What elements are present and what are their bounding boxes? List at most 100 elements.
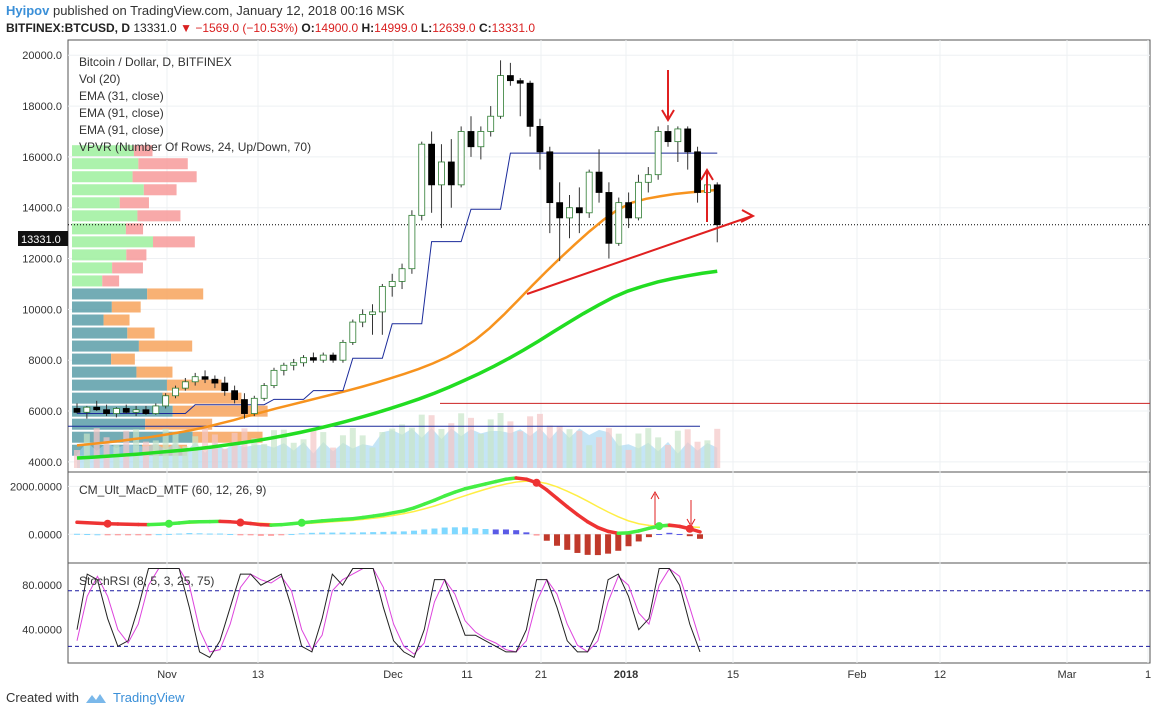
candle-body [260, 385, 268, 399]
x-tick-label: 1 [1145, 669, 1151, 681]
candlesticks [73, 60, 721, 419]
macd-histogram-bar [308, 532, 315, 535]
down-arrow-head-icon [661, 109, 675, 122]
volume-bar [507, 421, 514, 468]
macd-legend: CM_Ult_MacD_MTF (60, 12, 26, 9) [79, 483, 266, 497]
vpvr-row-up [72, 184, 144, 196]
volume-bar [674, 430, 681, 468]
vpvr-row-down [166, 379, 222, 391]
macd-histogram-bar [451, 527, 458, 535]
candle-body [428, 143, 436, 186]
candle-body [201, 376, 209, 380]
vpvr-row-down [172, 405, 268, 417]
last-price-badge [18, 231, 68, 246]
volume-bar [517, 431, 524, 468]
macd-histogram-bar [165, 533, 172, 535]
candle-body [241, 399, 248, 414]
macd-line-segment [545, 488, 559, 501]
macd-histogram-bar [411, 530, 418, 535]
volume-bar [645, 428, 652, 468]
candle-body [181, 381, 189, 389]
legend-vol: Vol (20) [79, 72, 120, 86]
macd-tick-label: 2000.0000 [10, 481, 62, 493]
vpvr-row-down [147, 288, 204, 300]
volume-bar [458, 413, 465, 468]
candle-body [103, 409, 110, 414]
vpvr-row-down [111, 353, 135, 365]
vpvr-row-down [132, 171, 197, 183]
volume-bar [576, 430, 583, 468]
candle-body [654, 131, 662, 176]
vpvr-row-up [72, 405, 173, 417]
volume-bar [497, 413, 504, 468]
up-arrow-head-icon [700, 168, 714, 181]
vpvr-row-down [102, 275, 120, 287]
macd-histogram-bar [257, 534, 264, 536]
stoch-d-line [76, 567, 701, 655]
candle-body [566, 207, 573, 219]
candle-body [477, 131, 485, 148]
macd-histogram-bar [697, 534, 703, 539]
author-name[interactable]: Hyipov [6, 3, 50, 18]
vpvr-row-up [72, 418, 146, 430]
candle-body [684, 128, 692, 153]
candle-body [231, 390, 239, 400]
publish-text: published on TradingView.com, January 12… [52, 3, 405, 18]
macd-histogram-bar [176, 533, 183, 535]
volume-bar [123, 430, 130, 468]
macd-line-segment [432, 494, 447, 503]
macd-histogram-bar [523, 532, 530, 535]
volume-bar [487, 419, 494, 468]
vpvr-row-up [72, 327, 128, 339]
candle-body [506, 75, 514, 82]
candle-body [211, 378, 219, 384]
volume-bar [418, 414, 425, 468]
candle-body [674, 128, 682, 143]
candle-body [329, 354, 337, 361]
macd-histogram-bar [421, 529, 428, 535]
symbol-label: BITFINEX:BTCUSD, D [6, 21, 130, 35]
y-tick-label: 14000.0 [22, 203, 62, 215]
tradingview-link[interactable]: TradingView [112, 690, 185, 705]
volume-bar [300, 439, 307, 468]
candle-body [467, 131, 475, 148]
volume-bar [399, 424, 406, 468]
open-label: O: [301, 21, 315, 35]
vpvr-row-up [72, 171, 133, 183]
macd-histogram-bar [298, 533, 305, 535]
x-tick-label: 13 [252, 669, 264, 681]
macd-histogram-bar [319, 532, 326, 535]
stoch-tick-label: 40.0000 [22, 625, 62, 637]
macd-histogram-bar [94, 534, 101, 536]
macd-histogram-bar [268, 534, 275, 536]
candle-body [339, 341, 347, 361]
open-value: 14900.0 [314, 21, 359, 35]
publish-line: Hyipov published on TradingView.com, Jan… [6, 3, 405, 18]
macd-line-segment [412, 502, 426, 510]
volume-bar [586, 445, 593, 468]
macd-histogram-bar [74, 533, 80, 535]
candle-body [713, 184, 721, 226]
volume-bar [615, 433, 622, 468]
created-with-text: Created with [6, 690, 79, 705]
vpvr-row-up [72, 340, 139, 352]
macd-histogram-bar [574, 534, 581, 553]
volume-bar [133, 429, 140, 468]
candle-body [113, 408, 120, 414]
vpvr-row-up [72, 353, 112, 365]
candle-body [447, 161, 455, 186]
macd-histogram-bar [206, 533, 213, 535]
x-tick-label: Mar [1058, 669, 1077, 681]
vpvr-row-down [162, 392, 242, 404]
legend-ema91b: EMA (91, close) [79, 123, 164, 137]
candle-body [497, 75, 504, 117]
vpvr-row-down [103, 314, 130, 326]
volume-bar [527, 416, 534, 468]
macd-histogram-bar [278, 534, 285, 536]
volume-bar [231, 432, 238, 468]
macd-histogram-bar [359, 532, 366, 535]
vpvr-row-up [72, 145, 134, 157]
macd-histogram-bar [125, 534, 132, 536]
vpvr-row-up [72, 158, 139, 170]
